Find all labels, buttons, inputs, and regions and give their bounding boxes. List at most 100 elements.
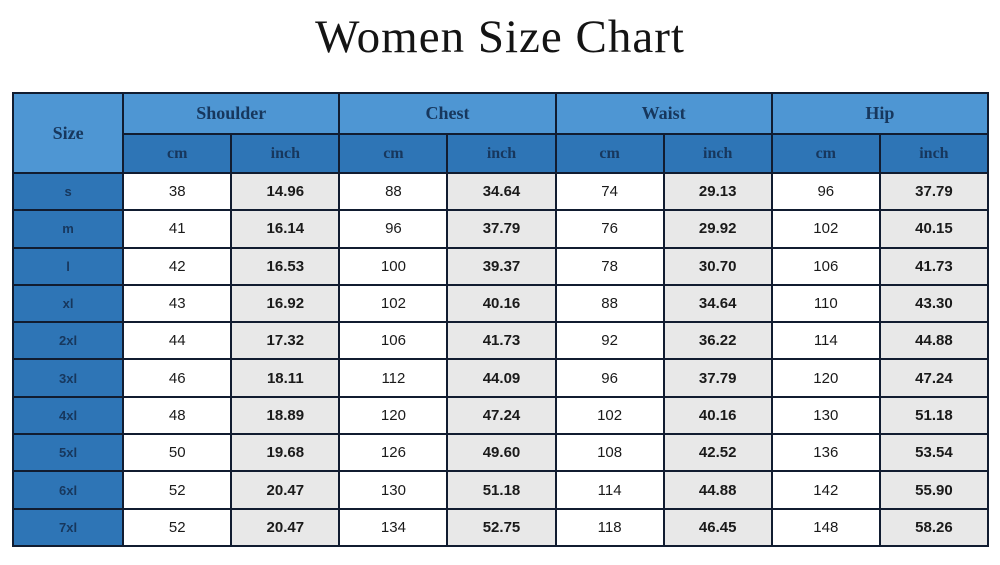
inch-value-cell: 47.24	[446, 395, 557, 436]
table-row: m 41 16.14 96 37.79 76 29.92 102 40.15	[11, 209, 990, 249]
inch-value-cell: 34.64	[662, 283, 773, 324]
table-body: s 38 14.96 88 34.64 74 29.13 96 37.79 m 41 16.14 96 3…	[11, 171, 990, 548]
cm-value-cell: 43	[122, 283, 233, 324]
cm-value-cell: 92	[554, 321, 665, 361]
size-label-cell: 5xl	[11, 433, 125, 473]
inch-value-cell: 40.16	[446, 283, 557, 324]
cm-value-cell: 136	[770, 433, 881, 473]
inch-value-cell: 17.32	[230, 321, 341, 361]
unit-header-cm: cm	[770, 133, 881, 174]
table-row: 2xl 44 17.32 106 41.73 92 36.22 114 44.88	[11, 321, 990, 361]
unit-header-cm: cm	[338, 133, 449, 174]
cm-value-cell: 120	[770, 358, 881, 398]
size-label-cell: l	[11, 246, 125, 286]
size-column-header: Size	[11, 92, 125, 174]
size-label-cell: m	[11, 209, 125, 249]
table-row: 4xl 48 18.89 120 47.24 102 40.16 130 51.18	[11, 395, 990, 436]
inch-value-cell: 51.18	[446, 470, 557, 510]
page-title: Women Size Chart	[315, 11, 685, 63]
size-label-cell: 6xl	[11, 470, 125, 510]
unit-header-cm: cm	[122, 133, 233, 174]
cm-value-cell: 148	[770, 507, 881, 548]
inch-value-cell: 36.22	[662, 321, 773, 361]
inch-value-cell: 18.89	[230, 395, 341, 436]
inch-value-cell: 58.26	[878, 507, 990, 548]
size-label-cell: 3xl	[11, 358, 125, 398]
inch-value-cell: 47.24	[878, 358, 990, 398]
cm-value-cell: 130	[770, 395, 881, 436]
inch-value-cell: 39.37	[446, 246, 557, 286]
cm-value-cell: 96	[770, 171, 881, 212]
inch-value-cell: 29.92	[662, 209, 773, 249]
inch-value-cell: 41.73	[878, 246, 990, 286]
table-row: l 42 16.53 100 39.37 78 30.70 106 41.73	[11, 246, 990, 286]
unit-header-inch: inch	[662, 133, 773, 174]
table-row: 7xl 52 20.47 134 52.75 118 46.45 148 58.26	[11, 507, 990, 548]
cm-value-cell: 108	[554, 433, 665, 473]
cm-value-cell: 110	[770, 283, 881, 324]
cm-value-cell: 50	[122, 433, 233, 473]
cm-value-cell: 120	[338, 395, 449, 436]
group-header-chest: Chest	[338, 92, 557, 135]
cm-value-cell: 130	[338, 470, 449, 510]
table-row: 6xl 52 20.47 130 51.18 114 44.88 142 55.90	[11, 470, 990, 510]
inch-value-cell: 44.09	[446, 358, 557, 398]
table-header: Size Shoulder Chest Waist Hip cm inch cm…	[11, 92, 990, 174]
inch-value-cell: 49.60	[446, 433, 557, 473]
table-row: 3xl 46 18.11 112 44.09 96 37.79 120 47.24	[11, 358, 990, 398]
cm-value-cell: 76	[554, 209, 665, 249]
inch-value-cell: 37.79	[662, 358, 773, 398]
cm-value-cell: 38	[122, 171, 233, 212]
table-row: 5xl 50 19.68 126 49.60 108 42.52 136 53.54	[11, 433, 990, 473]
size-label-cell: 7xl	[11, 507, 125, 548]
cm-value-cell: 96	[554, 358, 665, 398]
inch-value-cell: 41.73	[446, 321, 557, 361]
inch-value-cell: 44.88	[662, 470, 773, 510]
cm-value-cell: 46	[122, 358, 233, 398]
cm-value-cell: 102	[770, 209, 881, 249]
cm-value-cell: 102	[554, 395, 665, 436]
cm-value-cell: 112	[338, 358, 449, 398]
group-header-shoulder: Shoulder	[122, 92, 341, 135]
cm-value-cell: 52	[122, 470, 233, 510]
cm-value-cell: 52	[122, 507, 233, 548]
group-header-row: Size Shoulder Chest Waist Hip	[11, 92, 990, 174]
group-header-waist: Waist	[554, 92, 773, 135]
cm-value-cell: 134	[338, 507, 449, 548]
inch-value-cell: 53.54	[878, 433, 990, 473]
cm-value-cell: 100	[338, 246, 449, 286]
inch-value-cell: 37.79	[878, 171, 990, 212]
inch-value-cell: 16.92	[230, 283, 341, 324]
inch-value-cell: 20.47	[230, 507, 341, 548]
inch-value-cell: 37.79	[446, 209, 557, 249]
unit-header-inch: inch	[446, 133, 557, 174]
inch-value-cell: 42.52	[662, 433, 773, 473]
cm-value-cell: 106	[338, 321, 449, 361]
cm-value-cell: 88	[338, 171, 449, 212]
cm-value-cell: 41	[122, 209, 233, 249]
size-label-cell: s	[11, 171, 125, 212]
inch-value-cell: 19.68	[230, 433, 341, 473]
inch-value-cell: 40.16	[662, 395, 773, 436]
unit-header-row: cm inch cm inch cm inch cm inch	[13, 133, 990, 174]
inch-value-cell: 18.11	[230, 358, 341, 398]
cm-value-cell: 74	[554, 171, 665, 212]
cm-value-cell: 118	[554, 507, 665, 548]
inch-value-cell: 29.13	[662, 171, 773, 212]
inch-value-cell: 34.64	[446, 171, 557, 212]
cm-value-cell: 126	[338, 433, 449, 473]
unit-header-inch: inch	[230, 133, 341, 174]
inch-value-cell: 16.53	[230, 246, 341, 286]
table-row: s 38 14.96 88 34.64 74 29.13 96 37.79	[11, 171, 990, 212]
size-chart-table: Size Shoulder Chest Waist Hip cm inch cm…	[11, 92, 990, 548]
cm-value-cell: 102	[338, 283, 449, 324]
size-label-cell: xl	[11, 283, 125, 324]
cm-value-cell: 78	[554, 246, 665, 286]
inch-value-cell: 51.18	[878, 395, 990, 436]
cm-value-cell: 42	[122, 246, 233, 286]
unit-header-cm: cm	[554, 133, 665, 174]
cm-value-cell: 88	[554, 283, 665, 324]
inch-value-cell: 46.45	[662, 507, 773, 548]
cm-value-cell: 114	[770, 321, 881, 361]
